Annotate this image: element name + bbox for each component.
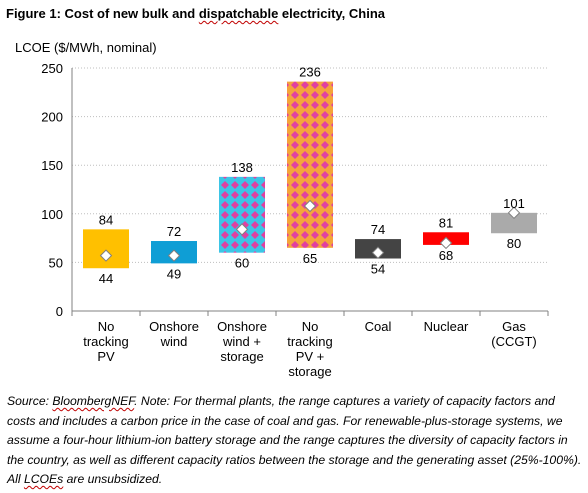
source-squiggle-2: LCOEs [23, 472, 64, 486]
high-value-label: 138 [231, 160, 253, 175]
midpoint-marker [167, 249, 181, 262]
low-value-label: 44 [99, 271, 113, 286]
category-label: Onshore [149, 319, 199, 334]
category-label: PV [97, 349, 115, 364]
y-tick-label: 250 [41, 61, 63, 76]
category-label: tracking [83, 334, 129, 349]
low-value-label: 68 [439, 248, 453, 263]
high-value-label: 74 [371, 222, 385, 237]
high-value-label: 101 [503, 196, 525, 211]
figure-title-squiggle: dispatchable [198, 6, 279, 21]
category-label: Gas [502, 319, 526, 334]
category-label: tracking [287, 334, 333, 349]
bars [83, 81, 537, 269]
y-tick-label: 200 [41, 110, 63, 125]
source-part3: are unsubsidized. [63, 472, 163, 486]
high-value-labels: 84 72 138 236 74 81 101 [99, 65, 525, 239]
midpoint-marker [371, 246, 385, 259]
range-bar [491, 212, 537, 234]
low-value-label: 65 [303, 251, 317, 266]
y-tick-label: 100 [41, 207, 63, 222]
high-value-label: 72 [167, 224, 181, 239]
range-bar [83, 229, 129, 269]
figure-title-suffix: electricity, China [278, 6, 385, 21]
source-part1: Source: [7, 394, 53, 408]
category-label: No [302, 319, 319, 334]
high-value-label: 81 [439, 215, 453, 230]
range-bar [219, 176, 265, 253]
high-value-label: 84 [99, 212, 113, 227]
source-squiggle-1: BloombergNEF [52, 394, 135, 408]
source-part2: . Note: For thermal plants, the range ca… [7, 394, 582, 486]
category-label: storage [288, 364, 331, 379]
midpoint-marker [235, 223, 249, 236]
y-axis-label: LCOE ($/MWh, nominal) [15, 40, 157, 55]
category-label: (CCGT) [491, 334, 537, 349]
category-label: Coal [365, 319, 392, 334]
midpoint-markers [99, 199, 521, 262]
y-tick-label: 0 [56, 304, 63, 319]
midpoint-marker [439, 236, 453, 250]
range-bar [287, 81, 333, 248]
category-label: storage [220, 349, 263, 364]
y-tick-label: 50 [49, 255, 63, 270]
midpoint-marker [303, 199, 317, 213]
low-value-label: 80 [507, 236, 521, 251]
category-label: Nuclear [424, 319, 469, 334]
midpoint-marker [507, 206, 521, 220]
category-label: PV + [296, 349, 325, 364]
figure-title: Figure 1: Cost of new bulk and dispatcha… [6, 6, 385, 21]
chart: 0 50 100 150 200 250 84 72 138 236 74 81 101 44 49 60… [41, 61, 549, 379]
source-note: Source: BloombergNEF. Note: For thermal … [7, 392, 585, 490]
low-value-labels: 44 49 60 65 54 68 80 [99, 236, 521, 286]
category-label: No [98, 319, 115, 334]
low-value-label: 60 [235, 256, 249, 271]
low-value-label: 49 [167, 266, 181, 281]
midpoint-marker [99, 249, 113, 262]
category-label: Onshore [217, 319, 267, 334]
y-tick-label: 150 [41, 158, 63, 173]
high-value-label: 236 [299, 65, 321, 80]
y-tick-labels: 0 50 100 150 200 250 [41, 61, 63, 319]
category-label: wind [160, 334, 188, 349]
category-label: wind + [222, 334, 261, 349]
figure-title-prefix: Figure 1: Cost of new bulk and [6, 6, 199, 21]
low-value-label: 54 [371, 262, 385, 277]
